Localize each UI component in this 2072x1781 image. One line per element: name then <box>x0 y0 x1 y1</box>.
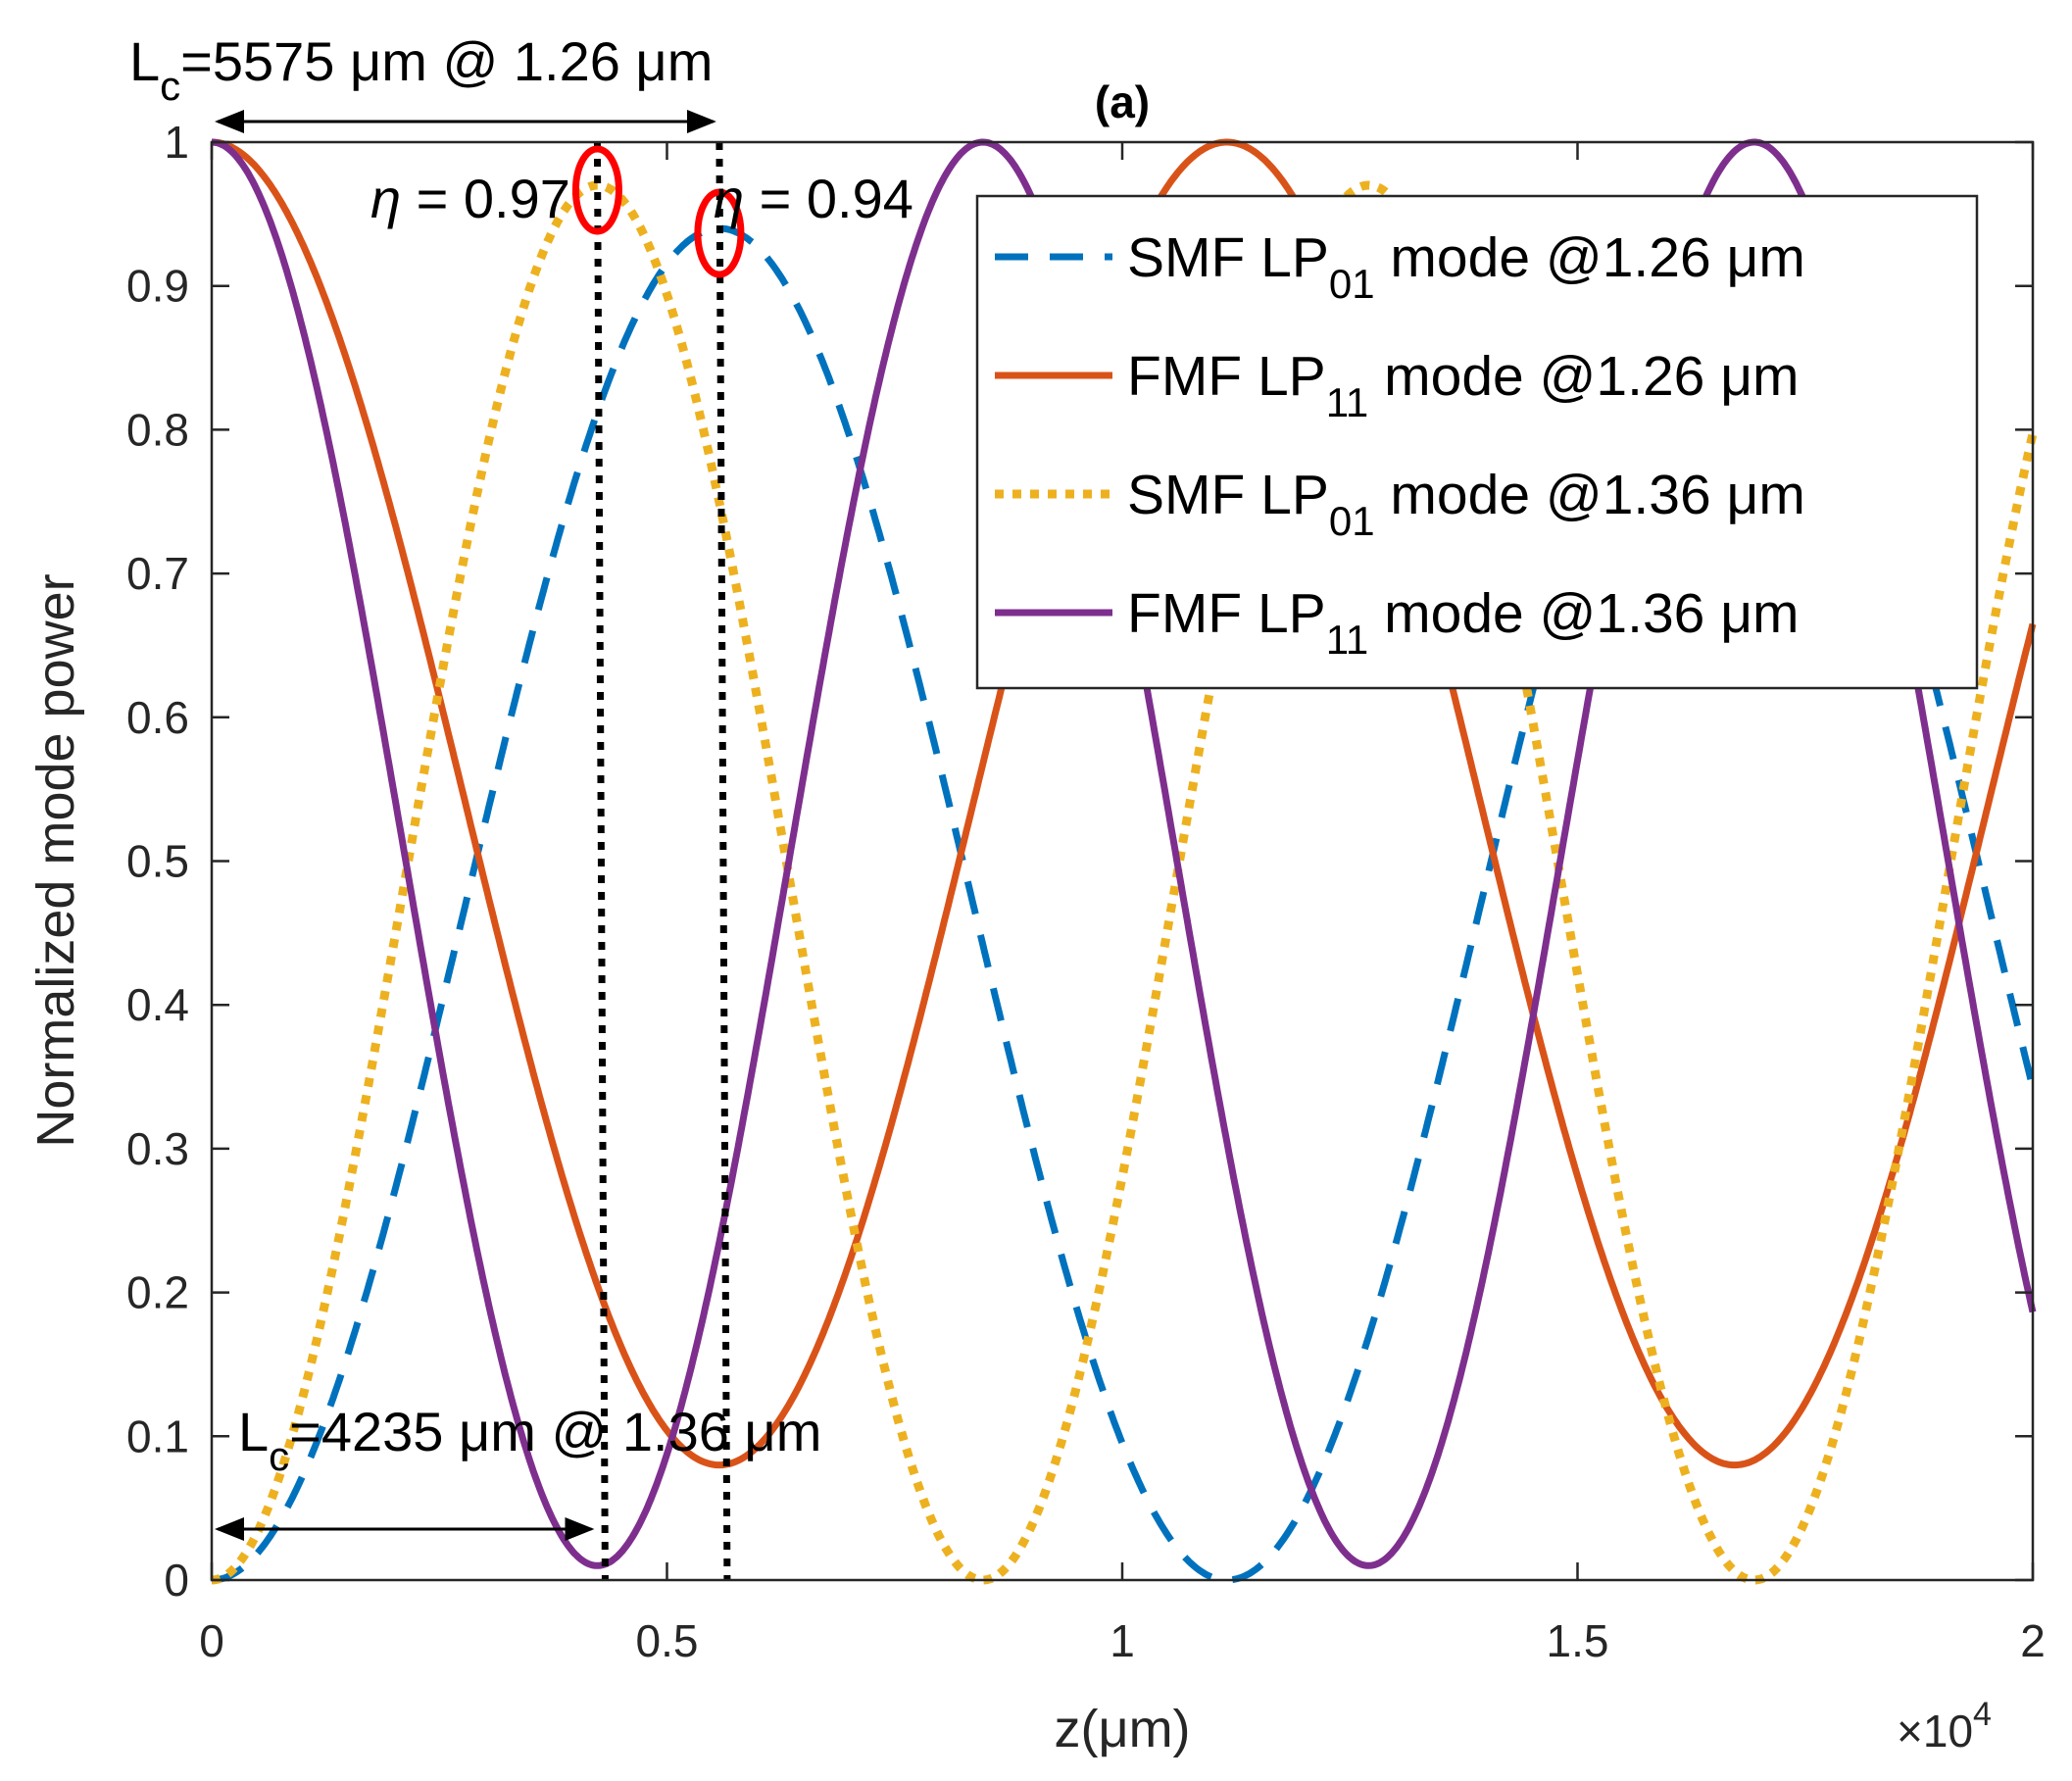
x-tick-label: 0 <box>199 1615 224 1666</box>
y-tick-label: 0.8 <box>126 404 189 455</box>
max-marker-2 <box>694 188 745 278</box>
y-tick-label: 0.3 <box>126 1123 189 1174</box>
y-tick-labels: 0 0.1 0.2 0.3 0.4 0.5 0.6 0.7 0.8 0.9 1 <box>126 117 189 1606</box>
lc-bottom-label: Lc=4235 μm @ 1.36 μm <box>238 1401 821 1479</box>
legend-box <box>975 194 1979 690</box>
y-tick-label: 0.5 <box>126 836 189 887</box>
y-tick-label: 0.4 <box>126 979 189 1030</box>
reference-line-1 <box>593 141 609 1581</box>
x-tick-label: 2 <box>2020 1615 2046 1666</box>
y-tick-label: 0.6 <box>126 692 189 743</box>
legend-label-4: FMF LP11 mode @1.36 μm <box>1127 582 1800 663</box>
x-tick-labels: 0 0.5 1 1.5 2 <box>199 1615 2046 1666</box>
y-tick-label: 1 <box>164 117 189 168</box>
series-line-3 <box>211 180 2038 1585</box>
x-tick-label: 1.5 <box>1547 1615 1609 1666</box>
chart-title: (a) <box>1095 76 1150 127</box>
legend-label-3: SMF LP01 mode @1.36 μm <box>1127 464 1805 544</box>
lc-top-label: Lc=5575 μm @ 1.26 μm <box>129 30 713 109</box>
legend: SMF LP01 mode @1.26 μm FMF LP11 mode @1.2… <box>975 194 1979 690</box>
eta-label-1: η = 0.97 <box>370 168 570 229</box>
legend-label-2: FMF LP11 mode @1.26 μm <box>1127 345 1800 425</box>
lc-bottom-annotation: Lc=4235 μm @ 1.36 μm <box>215 1401 821 1541</box>
y-tick-label: 0.7 <box>126 548 189 599</box>
y-tick-label: 0.2 <box>126 1267 189 1318</box>
series-line-1 <box>211 224 2037 1584</box>
y-axis-title: Normalized mode power <box>26 573 85 1147</box>
x-axis-title: z(μm) <box>1054 1700 1190 1758</box>
y-tick-label: 0.9 <box>126 261 189 312</box>
y-tick-label: 0 <box>164 1555 189 1606</box>
legend-label-1: SMF LP01 mode @1.26 μm <box>1127 226 1805 307</box>
reference-lines <box>593 141 731 1581</box>
y-tick-label: 0.1 <box>126 1410 189 1461</box>
lc-top-annotation: Lc=5575 μm @ 1.26 μm <box>129 30 716 133</box>
max-marker-1 <box>571 145 622 235</box>
reference-line-2 <box>715 141 731 1581</box>
eta-label-2: η = 0.94 <box>714 168 913 229</box>
x-tick-label: 1 <box>1110 1615 1135 1666</box>
x-exponent-label: ×104 <box>1897 1696 1992 1756</box>
x-tick-label: 0.5 <box>636 1615 699 1666</box>
max-markers <box>571 145 745 278</box>
tick-marks <box>210 140 2035 1582</box>
